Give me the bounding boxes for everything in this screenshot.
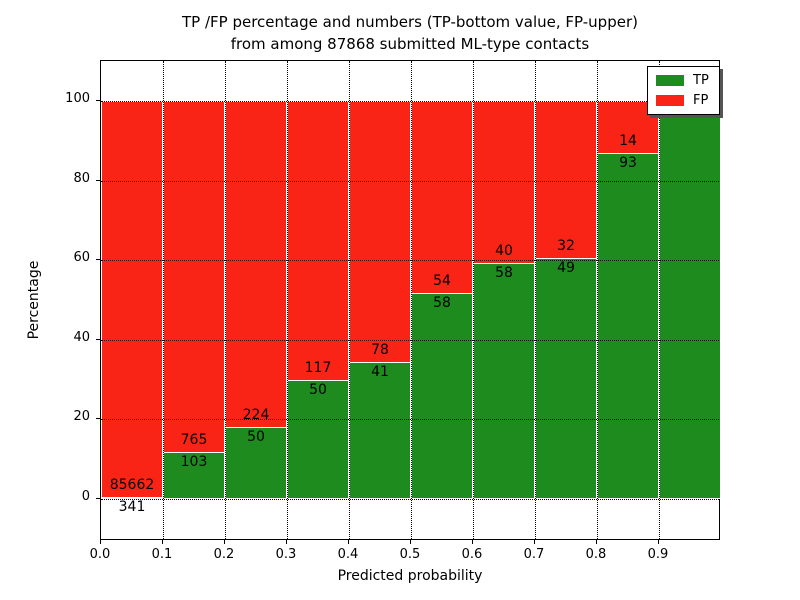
x-axis-label: Predicted probability [337, 568, 483, 584]
y-tick-label-0: 0 [81, 489, 90, 504]
x-tick-label-0.5: 0.5 [399, 547, 421, 562]
x-tick-0.7 [534, 540, 535, 544]
chart-title: TP /FP percentage and numbers (TP-bottom… [100, 11, 720, 55]
y-tick-40 [96, 338, 100, 340]
x-tick-label-0.8: 0.8 [585, 547, 607, 562]
x-gridline-0.7 [535, 61, 536, 539]
y-tick-60 [96, 259, 100, 261]
x-tick-label-0.9: 0.9 [647, 547, 669, 562]
tp-count-label-0: 341 [118, 499, 146, 515]
bar-segment-fp-7 [535, 101, 597, 258]
plot-area: 85662 341 765 103 224 50 117 50 78 41 54 58 40 58 32 49… [100, 60, 721, 540]
y-tick-label-100: 100 [65, 91, 90, 106]
legend: TP FP [647, 66, 720, 115]
fp-count-label-1: 765 [180, 432, 208, 448]
x-tick-0.3 [286, 540, 287, 544]
x-tick-label-0.7: 0.7 [523, 547, 545, 562]
x-tick-0.4 [348, 540, 349, 544]
y-tick-100 [96, 100, 100, 101]
legend-item-tp: TP [656, 74, 709, 87]
x-gridline-0.6 [473, 61, 474, 539]
x-tick-0.6 [472, 540, 473, 544]
x-tick-0.0 [100, 540, 101, 544]
y-axis-label: Percentage [26, 260, 42, 340]
tp-count-label-7: 49 [557, 260, 575, 276]
y-gridline-100 [101, 101, 719, 102]
tp-count-label-1: 103 [180, 454, 208, 470]
bar-segment-fp-4 [349, 101, 411, 362]
x-gridline-0.8 [597, 61, 598, 539]
y-gridline-80 [101, 180, 719, 182]
fp-count-label-2: 224 [242, 407, 270, 423]
fp-count-label-4: 78 [371, 342, 389, 358]
x-gridline-0.5 [411, 61, 412, 539]
x-tick-0.1 [162, 540, 163, 544]
tp-count-label-6: 58 [495, 265, 513, 281]
y-tick-label-40: 40 [73, 329, 90, 345]
y-gridline-40 [101, 339, 719, 341]
bar-segment-fp-3 [287, 101, 349, 380]
y-gridline-60 [101, 260, 719, 262]
tp-count-label-3: 50 [309, 382, 327, 398]
fp-count-label-6: 40 [495, 243, 513, 259]
y-gridline-0 [101, 499, 719, 500]
bar-segment-tp-4 [349, 362, 411, 499]
bar-segment-fp-5 [411, 101, 473, 293]
chart-title-line2: from among 87868 submitted ML-type conta… [230, 35, 590, 53]
fp-count-label-0: 85662 [109, 477, 155, 493]
fp-count-label-8: 14 [619, 133, 637, 149]
x-tick-label-0.6: 0.6 [461, 547, 483, 562]
bar-segment-fp-6 [473, 101, 535, 263]
fp-count-label-3: 117 [304, 360, 332, 376]
tp-count-label-8: 93 [619, 155, 637, 171]
legend-label-fp: FP [693, 93, 709, 108]
bar-segment-tp-6 [473, 263, 535, 499]
bar-segment-fp-2 [225, 101, 287, 427]
y-tick-label-60: 60 [73, 250, 90, 266]
y-tick-label-20: 20 [73, 409, 90, 425]
bar-segment-tp-2 [225, 427, 287, 499]
bar-segment-tp-8 [597, 153, 659, 499]
legend-label-tp: TP [693, 73, 709, 88]
y-gridline-20 [101, 419, 719, 421]
bar-segment-fp-0 [101, 101, 163, 497]
y-tick-20 [96, 418, 100, 420]
bar-segment-fp-1 [163, 101, 225, 452]
bar-segment-tp-5 [411, 293, 473, 499]
x-tick-label-0.1: 0.1 [151, 547, 173, 562]
fp-count-label-7: 32 [557, 238, 575, 254]
y-tick-0 [96, 498, 100, 499]
bar-segment-tp-7 [535, 258, 597, 499]
tp-count-label-2: 50 [247, 429, 265, 445]
fp-color-swatch-icon [656, 95, 684, 106]
x-tick-0.9 [658, 540, 659, 544]
x-gridline-0.2 [225, 61, 226, 539]
x-tick-0.5 [410, 540, 411, 544]
x-tick-0.8 [596, 540, 597, 544]
chart-title-line1: TP /FP percentage and numbers (TP-bottom… [182, 13, 638, 31]
y-tick-label-80: 80 [73, 170, 90, 186]
tp-color-swatch-icon [656, 75, 684, 86]
x-tick-0.2 [224, 540, 225, 544]
legend-item-fp: FP [656, 94, 709, 107]
x-tick-label-0.2: 0.2 [213, 547, 235, 562]
x-tick-label-0.0: 0.0 [89, 547, 111, 562]
x-tick-label-0.4: 0.4 [337, 547, 359, 562]
tp-count-label-5: 58 [433, 295, 451, 311]
fp-count-label-5: 54 [433, 273, 451, 289]
x-gridline-0.4 [349, 61, 350, 539]
x-tick-label-0.3: 0.3 [275, 547, 297, 562]
bar-segment-tp-9 [659, 101, 721, 499]
bar-segment-tp-0 [101, 497, 163, 499]
x-gridline-0.3 [287, 61, 288, 539]
y-tick-80 [96, 179, 100, 181]
x-gridline-0.9 [659, 61, 660, 539]
x-gridline-0.1 [163, 61, 164, 539]
tp-count-label-4: 41 [371, 364, 389, 380]
